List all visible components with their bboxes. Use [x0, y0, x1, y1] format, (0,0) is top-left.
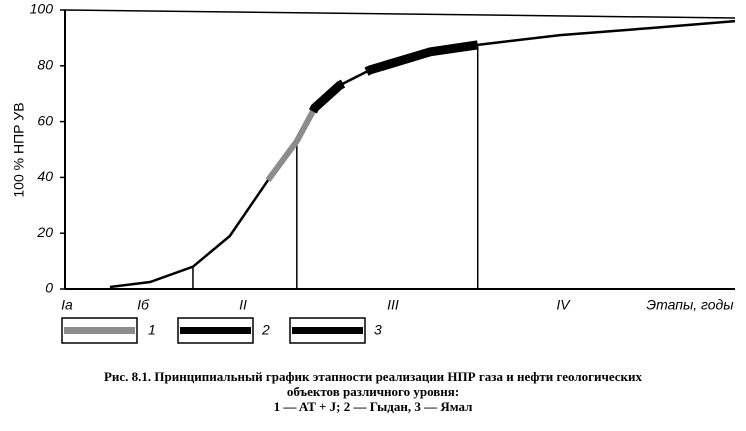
y-tick-label: 80: [37, 57, 53, 73]
caption-line: 1 — AT + J; 2 — Гыдан, 3 — Ямал: [274, 399, 473, 414]
legend-swatch: [292, 327, 363, 334]
legend-box: [289, 317, 366, 344]
highlight-segment: [308, 79, 346, 114]
y-tick-label: 40: [37, 168, 53, 184]
legend-label: 1: [148, 322, 156, 338]
caption-line: Рис. 8.1. Принципиальный график этапност…: [104, 369, 643, 384]
legend-box: [61, 317, 138, 344]
curve: [109, 19, 736, 289]
frame-line: [64, 9, 736, 19]
y-tick-label: 0: [45, 280, 53, 296]
stage-label: IV: [556, 297, 571, 313]
stage-label: II: [239, 297, 247, 313]
y-tick-label: 100: [30, 1, 54, 17]
x-axis-label: Этапы, годы: [646, 297, 734, 313]
y-tick-label: 60: [37, 112, 53, 128]
legend-label: 2: [261, 322, 270, 338]
y-tick-label: 20: [36, 224, 53, 240]
caption-line: объектов различного уровня:: [287, 384, 459, 399]
stage-label: Ia: [61, 297, 73, 313]
legend-label: 3: [374, 322, 382, 338]
stage-label: Iб: [137, 297, 150, 313]
stage-label: III: [387, 297, 399, 313]
legend-box: [177, 317, 254, 344]
legend-swatch: [64, 327, 135, 334]
y-axis-label: 100 % НПР УВ: [11, 102, 27, 197]
highlight-segment: [364, 40, 479, 76]
legend-swatch: [180, 327, 251, 334]
